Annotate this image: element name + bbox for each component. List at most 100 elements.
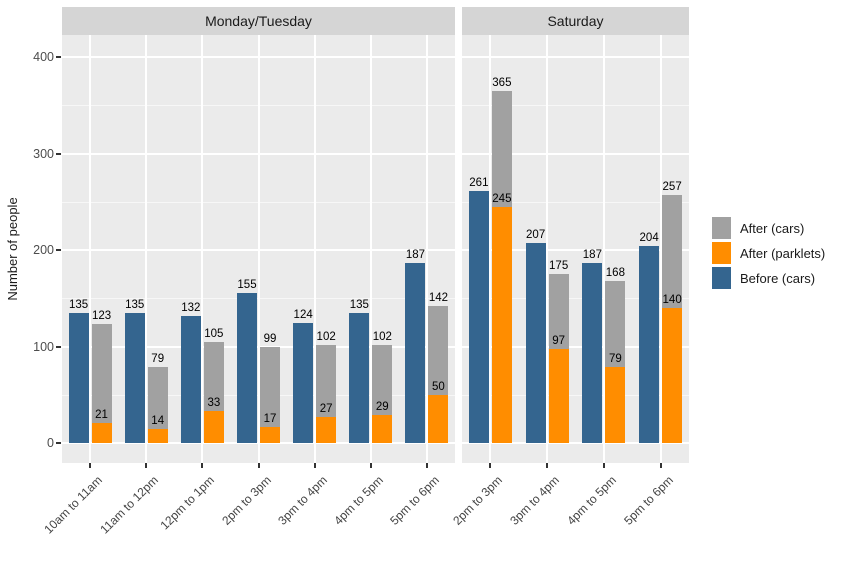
y-tick-label: 400 (33, 50, 54, 64)
gridline-minor (462, 105, 689, 107)
gridline-vertical (201, 35, 204, 463)
gridline-major (462, 249, 689, 251)
legend-label: After (parklets) (740, 245, 826, 261)
x-tick-mark (145, 463, 148, 468)
facet-strip-label: Saturday (547, 13, 604, 29)
bar-after-parklets (372, 415, 393, 443)
bar-value-label: 155 (237, 279, 257, 292)
y-tick-mark (56, 442, 61, 444)
bar-after-parklets (662, 307, 683, 443)
gridline-vertical (659, 35, 662, 463)
legend-label: After (cars) (740, 220, 805, 236)
y-tick-label: 200 (33, 243, 54, 257)
bar-value-label: 29 (375, 401, 389, 413)
bar-value-label: 50 (432, 380, 445, 393)
bar-value-label: 27 (319, 402, 333, 415)
y-tick-mark (56, 152, 61, 155)
facet-panel: 261 365 245 2pm to 3pm 207 175 97 3pm to 4pm 187… (451, 35, 689, 528)
bar-value-label: 135 (68, 298, 89, 311)
y-tick-label: 0 (47, 436, 54, 450)
bar-before-cars (525, 243, 546, 443)
y-tick-mark (56, 249, 61, 251)
bar-before-cars (349, 312, 370, 443)
bar-value-label: 17 (263, 412, 277, 425)
x-tick-mark (489, 463, 492, 468)
bar-value-label: 142 (428, 291, 449, 304)
gridline-vertical (89, 35, 92, 463)
bar-after-cars (260, 347, 280, 443)
bar-before-cars (582, 262, 603, 443)
gridline-major (462, 56, 689, 58)
bar-before-cars (293, 323, 314, 443)
gridline-vertical (369, 35, 372, 463)
legend-swatch-before-cars (712, 267, 731, 289)
bar-before-cars (639, 246, 660, 443)
bar-value-label: 79 (151, 352, 165, 365)
legend-label: Before (cars) (740, 270, 816, 286)
bar-value-label: 79 (608, 352, 622, 365)
x-tick-mark (369, 463, 372, 468)
facet-strip-label: Monday/Tuesday (205, 13, 312, 29)
bar-value-label: 102 (372, 330, 392, 343)
bar-after-parklets (548, 349, 569, 443)
bar-before-cars (237, 293, 257, 443)
gridline-vertical (546, 35, 549, 463)
legend-item: After (cars) (712, 217, 825, 239)
bar-before-cars (180, 315, 201, 443)
gridline-vertical (313, 35, 316, 463)
gridline-vertical (257, 35, 260, 463)
bar-after-parklets (605, 366, 626, 443)
bar-value-label: 14 (151, 415, 165, 428)
bar-value-label: 175 (549, 260, 569, 273)
bar-after-cars (147, 366, 168, 443)
bar-value-label: 135 (125, 298, 145, 311)
legend-swatch-after-cars (712, 217, 731, 239)
facet-panel: 135 123 21 10am to 11am 135 79 14 11am to 12pm 1… (41, 35, 455, 537)
bar-before-cars (468, 191, 489, 443)
bar-value-label: 99 (263, 333, 277, 346)
bar-value-label: 135 (349, 298, 369, 311)
gridline-vertical (602, 35, 605, 463)
bar-after-parklets (316, 416, 337, 443)
x-tick-mark (201, 463, 204, 468)
facet-strip: Monday/Tuesday (62, 7, 455, 35)
legend-item: Before (cars) (712, 267, 825, 289)
bar-value-label: 124 (293, 309, 313, 322)
bar-value-label: 102 (316, 330, 336, 343)
gridline-vertical (489, 35, 492, 463)
x-tick-mark (89, 463, 92, 468)
bar-value-label: 365 (492, 76, 512, 89)
bar-value-label: 245 (492, 192, 512, 205)
bar-value-label: 257 (662, 180, 682, 193)
x-tick-mark (602, 463, 605, 468)
y-tick-label: 100 (33, 339, 54, 354)
bar-after-parklets (91, 422, 112, 443)
gridline-minor (462, 298, 689, 300)
bar-before-cars (68, 312, 89, 443)
bar-value-label: 261 (469, 177, 489, 190)
bar-value-label: 97 (552, 335, 566, 348)
gridline-minor (462, 394, 689, 396)
x-tick-mark (425, 463, 428, 468)
bar-after-parklets (147, 429, 168, 443)
legend-item: After (parklets) (712, 242, 825, 264)
legend-swatch-after-parklets (712, 242, 731, 264)
bar-value-label: 21 (95, 408, 108, 421)
gridline-vertical (145, 35, 148, 463)
bar-value-label: 187 (405, 248, 426, 261)
bar-value-label: 140 (662, 293, 682, 306)
gridline-major (462, 442, 689, 444)
bar-value-label: 207 (526, 229, 546, 242)
bar-value-label: 132 (181, 301, 201, 314)
bar-after-cars (91, 324, 112, 443)
bar-value-label: 168 (605, 266, 625, 279)
facet-strip: Saturday (462, 7, 689, 35)
gridline-major (462, 152, 689, 155)
legend: After (cars) After (parklets) Before (cars… (712, 217, 825, 292)
bar-value-label: 187 (582, 248, 602, 261)
bar-value-label: 123 (91, 310, 112, 323)
bar-value-label: 204 (639, 232, 659, 245)
bar-after-parklets (428, 394, 449, 443)
gridline-minor (462, 201, 689, 203)
